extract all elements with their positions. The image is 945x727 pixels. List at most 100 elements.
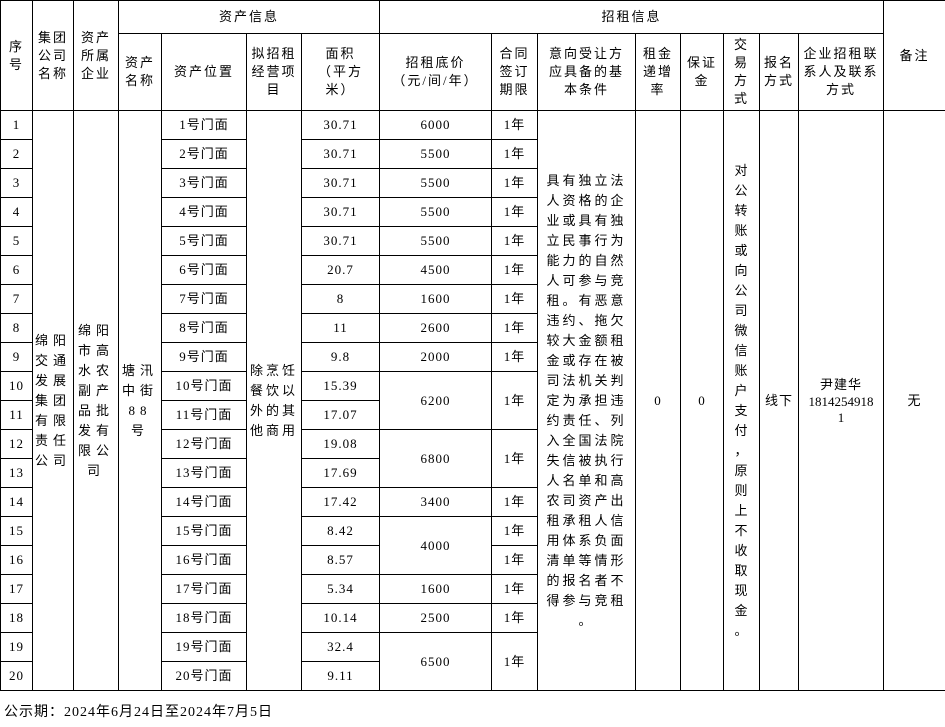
location-cell: 17号门面 [161,574,247,604]
location-cell: 7号门面 [161,284,247,314]
col-header-group-company: 集团 公司 名称 [32,0,74,111]
area-cell: 30.71 [300,110,381,140]
header-row-columns: 资产 名称 资产位置 拟招租 经营项 目 面积 （平方 米） 招租底价 （元/间… [1,33,945,111]
price-cell: 6000 [379,110,493,140]
seq-cell: 7 [0,284,33,314]
term-cell: 1年 [491,545,539,575]
area-cell: 15.39 [300,371,381,401]
publicity-period-notice: 公示期：2024年6月24日至2024年7月5日 [4,705,273,720]
area-cell: 9.8 [300,342,381,372]
seq-cell: 2 [0,139,33,169]
contact-phone: 18142549181 [808,393,874,425]
area-cell: 10.14 [300,603,381,633]
rate-cell: 0 [635,110,682,691]
price-cell: 4500 [379,255,493,285]
term-cell: 1年 [491,139,539,169]
location-cell: 8号门面 [161,313,247,343]
area-cell: 9.11 [300,661,381,691]
price-cell: 5500 [379,226,493,256]
location-cell: 1号门面 [161,110,247,140]
price-cell: 1600 [379,284,493,314]
seq-cell: 12 [0,429,33,459]
table-row: 4 4号门面 30.71 5500 1年 [0,197,945,227]
area-cell: 30.71 [300,168,381,198]
col-header-project: 拟招租 经营项 目 [246,33,302,111]
seq-cell: 16 [0,545,33,575]
area-cell: 30.71 [300,226,381,256]
price-cell: 5500 [379,139,493,169]
area-cell: 11 [300,313,381,343]
term-cell: 1年 [491,255,539,285]
col-header-location: 资产位置 [161,33,247,111]
area-cell: 17.07 [300,400,381,430]
seq-cell: 15 [0,516,33,546]
rental-assets-table: 序 号 集团 公司 名称 资产 所属 企业 资产信息 招租信息 备注 资产 名称… [0,0,945,691]
term-cell: 1年 [491,226,539,256]
area-cell: 8.57 [300,545,381,575]
term-cell: 1年 [491,197,539,227]
term-cell: 1年 [491,429,539,488]
table-row: 20 20号门面 9.11 [0,661,945,691]
location-cell: 3号门面 [161,168,247,198]
term-cell: 1年 [491,516,539,546]
seq-cell: 9 [0,342,33,372]
price-cell: 4000 [379,516,493,575]
table-row: 7 7号门面 8 1600 1年 [0,284,945,314]
seq-cell: 4 [0,197,33,227]
table-row: 19 19号门面 32.4 6500 1年 [0,632,945,691]
location-cell: 19号门面 [161,632,247,662]
term-cell: 1年 [491,632,539,691]
col-header-rate: 租金 递增 率 [635,33,682,111]
contact-cell: 尹建华 18142549181 [798,110,885,691]
col-header-contact: 企业招租联 系人及联系 方式 [798,33,885,111]
col-header-term: 合同 签订 期限 [491,33,539,111]
seq-cell: 6 [0,255,33,285]
location-cell: 10号门面 [161,371,247,401]
term-cell: 1年 [491,371,539,430]
col-header-price: 招租底价 （元/间/年） [379,33,493,111]
location-cell: 9号门面 [161,342,247,372]
term-cell: 1年 [491,110,539,140]
area-cell: 32.4 [300,632,381,662]
col-header-signup: 报名 方式 [759,33,800,111]
seq-cell: 1 [0,110,33,140]
table-row: 1 绵阳 交通 发展 集团 有限 责任 公司 绵阳 市高 水农 副产 品批 发有… [0,110,945,691]
seq-cell: 3 [0,168,33,198]
price-cell: 6500 [379,632,493,691]
price-cell: 6200 [379,371,493,430]
group-company-cell: 绵阳 交通 发展 集团 有限 责任 公司 [32,110,74,691]
seq-cell: 20 [0,661,33,691]
header-row-groups: 序 号 集团 公司 名称 资产 所属 企业 资产信息 招租信息 备注 [0,0,945,111]
term-cell: 1年 [491,313,539,343]
location-cell: 15号门面 [161,516,247,546]
area-cell: 17.42 [300,487,381,517]
seq-cell: 19 [0,632,33,662]
signup-method-cell: 线下 [759,110,800,691]
table-row: 3 3号门面 30.71 5500 1年 [0,168,945,198]
price-cell: 2600 [379,313,493,343]
col-header-conditions: 意向受让方 应具备的基 本条件 [537,33,637,111]
term-cell: 1年 [491,574,539,604]
area-cell: 30.71 [300,139,381,169]
price-cell: 3400 [379,487,493,517]
term-cell: 1年 [491,603,539,633]
deposit-cell: 0 [680,110,725,691]
price-cell: 5500 [379,197,493,227]
area-cell: 20.7 [300,255,381,285]
location-cell: 20号门面 [161,661,247,691]
owner-company-cell: 绵阳 市高 水农 副产 品批 发有 限公 司 [73,110,119,691]
conditions-cell: 具有独立法 人资格的企 业或具有独 立民事行为 能力的自然 人可参与竞 租。有恶… [537,110,637,691]
col-header-area: 面积 （平方 米） [300,33,381,111]
note-cell: 无 [883,110,945,691]
trade-method-cell: 对 公 转 账 或 向 公 司 微 信 账 户 支 付 ， 原 则 上 不 收 … [723,110,761,691]
table-row: 17 17号门面 5.34 1600 1年 [0,574,945,604]
location-cell: 12号门面 [161,429,247,459]
price-cell: 1600 [379,574,493,604]
location-cell: 4号门面 [161,197,247,227]
area-cell: 17.69 [300,458,381,488]
col-header-asset-name: 资产 名称 [118,33,162,111]
area-cell: 8.42 [300,516,381,546]
location-cell: 11号门面 [161,400,247,430]
col-header-trade: 交 易 方 式 [723,33,761,111]
area-cell: 19.08 [300,429,381,459]
